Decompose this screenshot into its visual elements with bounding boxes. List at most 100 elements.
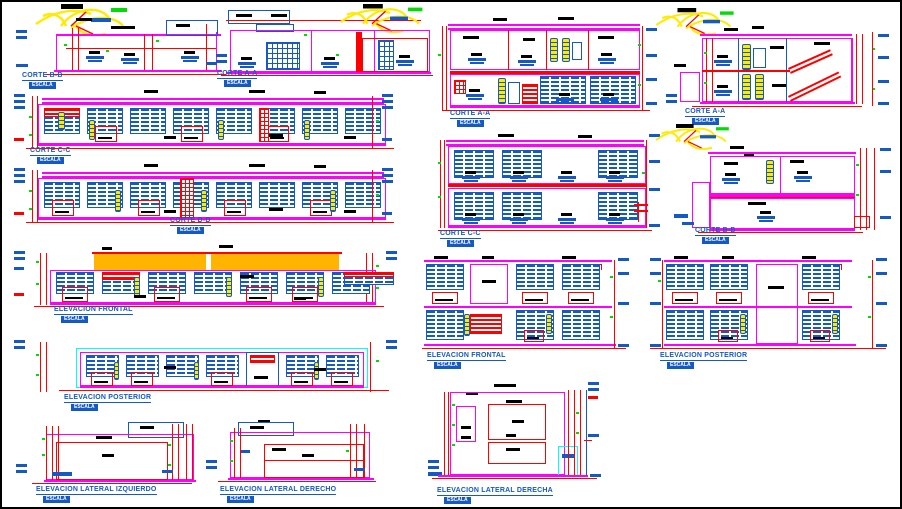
dimension-text	[649, 188, 660, 191]
desk	[598, 58, 616, 61]
outline-box	[238, 422, 294, 436]
line	[38, 218, 386, 220]
canopy	[94, 254, 206, 270]
louver-window	[802, 264, 840, 290]
line	[446, 140, 644, 142]
line	[56, 34, 57, 70]
text-blob	[725, 173, 736, 176]
yellow-louver-strip	[201, 190, 207, 212]
dimension-text	[428, 472, 442, 476]
dimension-text	[16, 36, 27, 39]
red-dim-line	[372, 170, 373, 222]
drawing-canvas	[14, 332, 399, 410]
dimension-text	[878, 80, 889, 83]
yellow-louver-strip	[304, 120, 310, 140]
dimension-text	[650, 344, 661, 347]
line	[216, 32, 217, 72]
green-tick	[36, 374, 39, 376]
outline-box	[508, 82, 520, 104]
text-blob	[272, 448, 286, 451]
drawing-canvas	[16, 4, 226, 90]
desk	[722, 178, 740, 181]
red-dim-line	[614, 260, 615, 348]
dimension-text	[876, 272, 887, 275]
dimension-text	[428, 460, 439, 463]
line	[448, 28, 640, 30]
view-scale: ESCALA	[434, 362, 461, 369]
text-blob	[797, 171, 808, 174]
green-tick	[576, 432, 579, 434]
text-blob	[562, 256, 576, 259]
dimension-text	[386, 346, 397, 349]
door	[62, 287, 88, 302]
dimension-text	[14, 293, 24, 296]
red-dim-line	[872, 260, 873, 348]
view-title: CORTE C-C	[440, 230, 481, 239]
red-dim-line	[186, 424, 187, 482]
text-blob	[561, 213, 572, 216]
dimension-text	[14, 212, 24, 215]
outline-box	[228, 10, 290, 24]
door-text-blob	[157, 297, 175, 299]
dimension-text	[16, 470, 27, 473]
text-blob	[314, 368, 326, 371]
louver-window	[345, 182, 381, 208]
text-blob	[561, 171, 572, 174]
red-dim-line	[78, 28, 79, 70]
green-tick	[868, 316, 871, 318]
dimension-text	[14, 168, 25, 171]
green-tick	[638, 84, 641, 86]
red-dim-line	[356, 424, 357, 480]
dimension-text	[428, 466, 439, 469]
desk-base	[560, 180, 574, 182]
view-title: ELEVACION POSTERIOR	[64, 394, 152, 403]
door	[224, 200, 246, 216]
outline-box	[448, 146, 646, 184]
desk-base	[560, 222, 574, 224]
red-dim-line	[37, 170, 38, 222]
louver-window	[562, 264, 600, 290]
line	[221, 75, 433, 76]
red-dim-line	[874, 148, 875, 230]
text-blob	[399, 55, 410, 58]
desk	[794, 176, 812, 179]
text-blob	[254, 376, 268, 379]
dimension-text	[876, 344, 887, 347]
louver-window	[259, 182, 295, 208]
outline-box	[450, 74, 640, 106]
door	[716, 292, 742, 304]
text-blob	[219, 245, 233, 248]
view-scale: ESCALA	[224, 80, 251, 87]
desk	[181, 56, 199, 59]
dimension-text	[876, 258, 887, 261]
view-scale: ESCALA	[43, 496, 70, 503]
dimension-text	[666, 100, 677, 103]
door-text-blob	[294, 381, 308, 383]
dimension-text	[588, 396, 598, 399]
text-blob	[601, 53, 612, 56]
line	[442, 110, 650, 111]
desk	[121, 58, 139, 61]
desk-base	[716, 64, 730, 66]
red-dim-line	[568, 390, 569, 476]
dimension-text	[588, 382, 599, 385]
text-blob	[314, 165, 326, 168]
view-corte-d1: CORTE D-D ESCALA	[14, 164, 394, 234]
view-scale: ESCALA	[457, 120, 484, 127]
dimension-text	[386, 340, 397, 343]
grid-window	[266, 42, 300, 70]
dimension-text	[878, 34, 889, 37]
louver-window	[710, 264, 748, 290]
louver-window	[216, 182, 252, 208]
text-blob	[463, 36, 479, 39]
text-blob	[513, 213, 524, 216]
dimension-text	[14, 267, 24, 270]
text-blob	[717, 85, 728, 88]
louver-window	[426, 264, 464, 290]
outline-box	[448, 188, 646, 226]
outline-box	[166, 20, 218, 36]
red-dim-line	[442, 26, 443, 110]
door	[810, 330, 830, 342]
line	[450, 71, 640, 74]
dimension-text	[382, 138, 392, 141]
